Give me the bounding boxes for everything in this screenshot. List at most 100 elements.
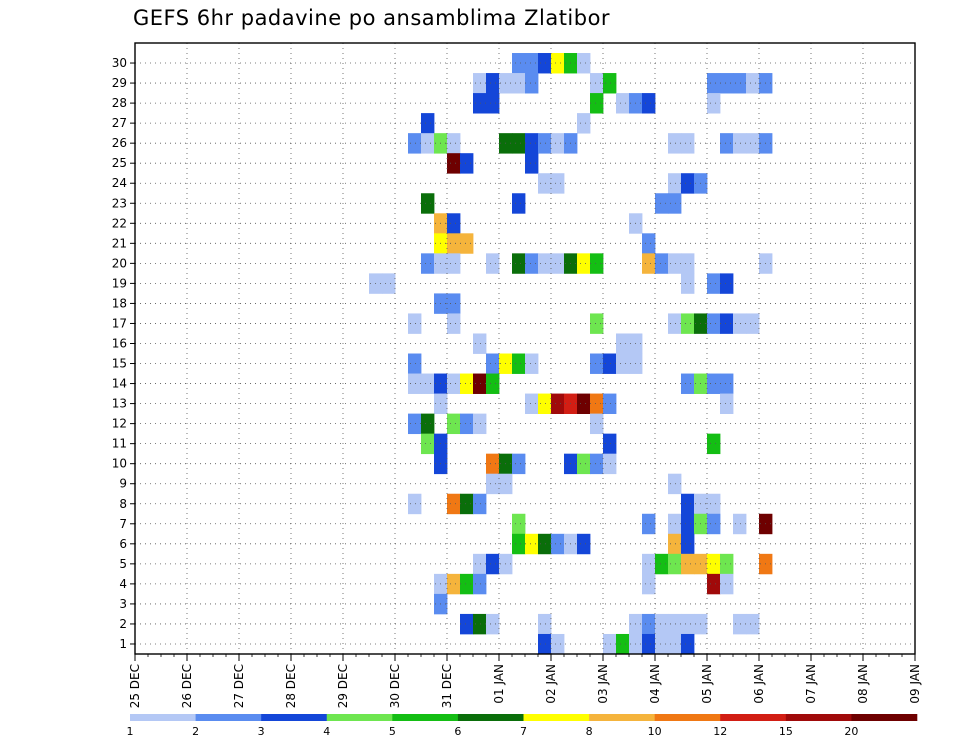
x-tick-label: 05 JAN (700, 664, 714, 704)
heatmap-cell (603, 393, 617, 414)
heatmap-cell (408, 413, 422, 435)
heatmap-cell (681, 373, 695, 394)
heatmap-cell (577, 453, 591, 475)
heatmap-cell (590, 453, 604, 475)
heatmap-cell (473, 73, 487, 94)
x-tick-label: 08 JAN (856, 664, 870, 704)
legend-label: 20 (844, 725, 858, 738)
heatmap-cell (603, 453, 617, 475)
heatmap-cell (486, 353, 500, 374)
heatmap-cell (720, 553, 734, 575)
y-tick-label: 20 (112, 256, 127, 270)
heatmap-cell (681, 633, 695, 655)
y-tick-label: 24 (112, 176, 127, 190)
heatmap-cell (746, 133, 760, 154)
heatmap-cell (447, 313, 461, 334)
heatmap-cell (707, 493, 721, 515)
legend-label: 10 (648, 725, 662, 738)
heatmap-cell (746, 313, 760, 334)
heatmap-cell (642, 613, 656, 635)
heatmap-cell (551, 173, 565, 194)
heatmap-cell (408, 353, 422, 374)
heatmap-cell (590, 313, 604, 334)
legend-label: 1 (127, 725, 134, 738)
heatmap-cell (733, 513, 747, 535)
heatmap-cell (720, 133, 734, 154)
heatmap-cell (577, 533, 591, 555)
heatmap-cell (460, 373, 474, 394)
y-tick-label: 16 (112, 336, 127, 350)
heatmap-cell (473, 573, 487, 595)
x-tick-label: 26 DEC (180, 664, 194, 708)
y-tick-label: 30 (112, 56, 127, 70)
x-tick-label: 28 DEC (284, 664, 298, 708)
legend-swatch (785, 714, 852, 721)
heatmap-cell (408, 373, 422, 394)
heatmap-cell (460, 573, 474, 595)
heatmap-cell (473, 93, 487, 114)
heatmap-cell (421, 133, 435, 154)
heatmap-cell (486, 73, 500, 94)
heatmap-cell (590, 93, 604, 114)
heatmap-cell (720, 373, 734, 394)
heatmap-cell (668, 173, 682, 194)
heatmap-cell (642, 633, 656, 655)
heatmap-cell (525, 153, 539, 174)
heatmap-cell (512, 133, 526, 154)
heatmap-cell (447, 213, 461, 234)
heatmap-cell (668, 253, 682, 274)
heatmap-cell (460, 153, 474, 174)
y-tick-label: 9 (119, 477, 127, 491)
chart-title: GEFS 6hr padavine po ansamblima Zlatibor (133, 6, 611, 30)
y-tick-label: 19 (112, 276, 127, 290)
heatmap-cell (447, 573, 461, 595)
heatmap-cell (473, 413, 487, 435)
y-tick-label: 18 (112, 296, 127, 310)
heatmap-cell (668, 193, 682, 214)
heatmap-cell (655, 553, 669, 575)
y-tick-label: 14 (112, 377, 127, 391)
heatmap-cell (642, 573, 656, 595)
heatmap-cell (408, 313, 422, 334)
legend-label: 5 (389, 725, 396, 738)
heatmap-cell (603, 433, 617, 455)
legend-label: 2 (192, 725, 199, 738)
heatmap-cell (668, 633, 682, 655)
heatmap-cell (707, 373, 721, 394)
legend-label: 15 (779, 725, 793, 738)
y-tick-label: 7 (119, 517, 127, 531)
heatmap-cell (655, 633, 669, 655)
y-tick-label: 11 (112, 437, 127, 451)
heatmap-cell (538, 133, 552, 154)
legend-label: 4 (323, 725, 330, 738)
heatmap-cell (473, 613, 487, 635)
heatmap-cell (538, 253, 552, 274)
heatmap-cell (577, 53, 591, 74)
heatmap-cell (551, 533, 565, 555)
heatmap-cell (447, 153, 461, 174)
legend-swatch (130, 714, 196, 721)
heatmap-cell (473, 553, 487, 575)
heatmap-cell (486, 553, 500, 575)
heatmap-cell (707, 73, 721, 94)
heatmap-cell (447, 293, 461, 314)
heatmap-cell (486, 473, 500, 495)
legend-swatch (195, 714, 262, 721)
heatmap-cell (642, 553, 656, 575)
heatmap-cell (525, 353, 539, 374)
heatmap-cell (577, 393, 591, 414)
heatmap-cell (616, 93, 630, 114)
y-tick-label: 12 (112, 417, 127, 431)
legend-label: 7 (520, 725, 527, 738)
y-tick-label: 23 (112, 196, 127, 210)
legend-swatch (851, 714, 918, 721)
heatmap-cell (512, 73, 526, 94)
heatmap-cell (590, 353, 604, 374)
legend-swatch (720, 714, 787, 721)
y-tick-label: 5 (119, 557, 127, 571)
heatmap-cell (603, 353, 617, 374)
legend-swatch (326, 714, 393, 721)
y-tick-label: 2 (119, 617, 127, 631)
heatmap-cell (590, 253, 604, 274)
heatmap-cell (733, 133, 747, 154)
